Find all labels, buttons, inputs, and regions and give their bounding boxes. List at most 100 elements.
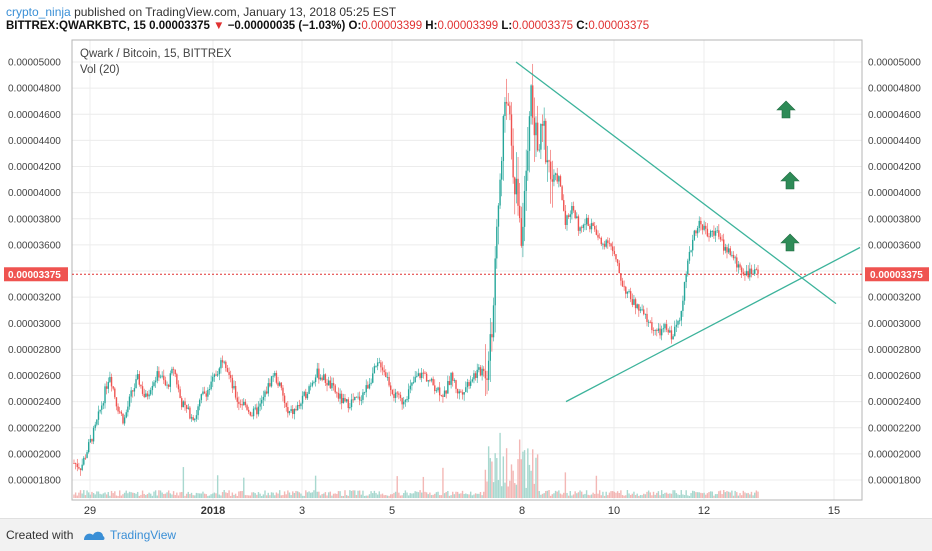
candle xyxy=(483,366,485,377)
high-label: H: xyxy=(425,20,438,32)
candle xyxy=(285,402,287,412)
candle xyxy=(577,214,580,236)
volume-bar xyxy=(267,492,269,498)
candle xyxy=(708,233,710,242)
volume-bar xyxy=(747,492,749,498)
candle xyxy=(424,371,426,375)
y-tick-label-left: 0.00004200 xyxy=(8,162,61,173)
volume-bar xyxy=(577,492,580,498)
candle xyxy=(153,380,155,388)
volume-bar xyxy=(740,495,743,498)
candle xyxy=(670,325,673,344)
candle xyxy=(282,385,284,402)
candle xyxy=(633,295,635,306)
volume-bar xyxy=(515,484,518,498)
candle xyxy=(623,280,625,291)
change-value: −0.00000035 (−1.03%) xyxy=(227,20,346,32)
candle xyxy=(91,438,93,445)
candle xyxy=(306,391,309,401)
candle xyxy=(172,366,175,376)
x-tick-label: 12 xyxy=(698,505,710,517)
volume-bar xyxy=(365,495,367,498)
candle xyxy=(726,244,728,259)
volume-bar xyxy=(74,492,77,498)
candle xyxy=(429,379,431,383)
candle xyxy=(701,224,704,235)
candle xyxy=(528,111,531,173)
volume-bar xyxy=(559,493,562,498)
volume-bar xyxy=(576,493,578,498)
volume-bar xyxy=(310,492,312,498)
candle xyxy=(548,159,550,173)
candle xyxy=(190,414,193,422)
candle xyxy=(698,216,700,233)
candle xyxy=(625,285,627,299)
volume-bar xyxy=(582,494,585,498)
volume-bar xyxy=(143,493,145,498)
candle xyxy=(161,371,163,379)
volume-bar xyxy=(605,491,607,498)
candle xyxy=(220,357,222,374)
candle xyxy=(409,379,411,394)
volume-bar xyxy=(489,458,491,498)
candle xyxy=(453,378,456,383)
volume-bar xyxy=(618,492,620,498)
candle xyxy=(195,410,198,422)
volume-bar xyxy=(221,492,224,498)
price-tag-right-text: 0.00003375 xyxy=(870,270,923,281)
volume-bar xyxy=(540,494,542,498)
candle xyxy=(600,236,602,247)
candle xyxy=(254,404,256,411)
volume-bar xyxy=(620,490,622,498)
candle xyxy=(337,387,340,402)
volume-bar xyxy=(401,495,403,498)
candle xyxy=(682,295,684,317)
volume-bar xyxy=(76,495,78,498)
candle xyxy=(225,360,227,372)
y-tick-label-left: 0.00003200 xyxy=(8,293,61,304)
volume-bar xyxy=(698,492,700,498)
candle xyxy=(92,425,95,445)
candle xyxy=(509,101,511,121)
candle xyxy=(695,229,697,237)
volume-bar xyxy=(412,493,415,498)
candle xyxy=(514,176,516,215)
volume-bar xyxy=(233,494,235,498)
candle xyxy=(96,418,98,427)
volume-bar xyxy=(616,491,619,498)
open-value: 0.00003399 xyxy=(361,20,423,32)
candle xyxy=(251,412,253,417)
candle xyxy=(140,384,142,389)
tradingview-link[interactable]: TradingView xyxy=(110,528,177,542)
volume-bar xyxy=(502,456,505,498)
candle xyxy=(535,116,537,157)
y-tick-label-right: 0.00004600 xyxy=(868,110,921,121)
volume-bar xyxy=(652,491,655,498)
volume-bar xyxy=(205,494,207,498)
volume-bar xyxy=(119,490,121,498)
high-value: 0.00003399 xyxy=(437,20,499,32)
candle xyxy=(545,118,547,165)
candle xyxy=(159,374,162,379)
candle xyxy=(610,242,612,251)
candle xyxy=(585,214,588,231)
close-value: 0.00003375 xyxy=(588,20,650,32)
volume-bar xyxy=(685,490,687,498)
volume-bar xyxy=(164,493,167,498)
candle xyxy=(518,183,521,223)
candle xyxy=(198,398,201,411)
volume-bar xyxy=(138,495,140,498)
candle xyxy=(102,400,105,410)
candle xyxy=(110,373,113,392)
tradingview-logo-icon[interactable] xyxy=(82,528,106,542)
author-link[interactable]: crypto_ninja xyxy=(6,5,71,19)
candle xyxy=(576,212,578,219)
candle xyxy=(391,389,394,396)
price-chart[interactable]: 0.00005000 0.00004800 0.00004600 0.00004400… xyxy=(0,36,932,518)
created-with-text: Created with xyxy=(6,528,74,542)
candle xyxy=(494,246,496,333)
volume-bar xyxy=(327,492,330,498)
candle xyxy=(502,114,505,181)
candle xyxy=(584,218,586,231)
candle xyxy=(357,392,359,400)
